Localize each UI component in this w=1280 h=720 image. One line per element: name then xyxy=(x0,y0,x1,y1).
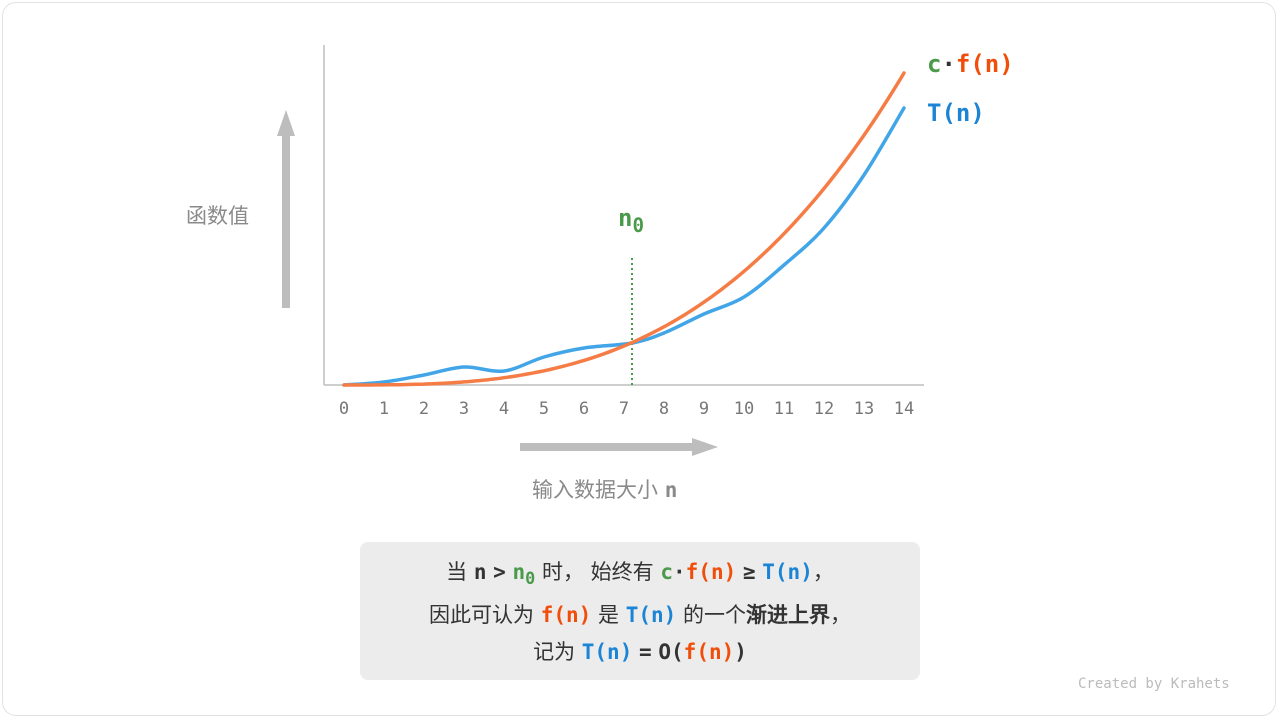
text: 因此可认为 xyxy=(429,603,535,628)
eq: = xyxy=(639,640,652,665)
big-o: O( xyxy=(658,640,684,665)
ge: ≥ xyxy=(742,560,756,584)
c-label: c xyxy=(927,50,942,78)
gt: > xyxy=(493,560,506,584)
x-tick-label: 13 xyxy=(854,399,874,419)
comma: ， xyxy=(829,603,851,628)
bold-text: 渐进上界 xyxy=(745,603,830,628)
x-tick-label: 10 xyxy=(734,399,754,419)
t-n: T(n) xyxy=(762,560,813,584)
n0-n: n xyxy=(512,560,526,584)
x-tick-label: 5 xyxy=(539,399,549,419)
t-n: T(n) xyxy=(581,640,633,665)
n0-label: n0 xyxy=(618,204,644,237)
paren: ) xyxy=(734,640,747,665)
x-tick-label: 14 xyxy=(894,399,914,419)
x-tick-label: 3 xyxy=(459,399,469,419)
x-tick-label: 4 xyxy=(499,399,509,419)
x-tick-label: 9 xyxy=(699,399,709,419)
f-n: f(n) xyxy=(540,603,592,628)
x-arrow xyxy=(520,438,718,456)
x-tick-label: 6 xyxy=(579,399,589,419)
n: n xyxy=(473,560,487,584)
caption-line-3: 记为 T(n) = O(f(n)) xyxy=(360,634,920,671)
c-f-n-legend: c·f(n) xyxy=(927,50,1014,78)
caption-line-2: 因此可认为 f(n) 是 T(n) 的一个渐进上界， xyxy=(360,597,920,634)
text: 的一个 xyxy=(682,603,746,628)
x-tick-label: 0 xyxy=(339,399,349,419)
t-n: T(n) xyxy=(625,603,677,628)
x-tick-label: 2 xyxy=(419,399,429,419)
dot: · xyxy=(941,50,956,78)
text: 时， 始终有 xyxy=(541,560,654,584)
n0: n0 xyxy=(512,560,536,588)
x-tick-label: 1 xyxy=(379,399,389,419)
f-n: f(n) xyxy=(685,560,737,584)
n0-sub: 0 xyxy=(632,213,645,237)
text: 记为 xyxy=(533,640,576,665)
n0-n: n xyxy=(618,204,633,232)
credit: Created by Krahets xyxy=(1078,676,1230,692)
x-axis-label: 输入数据大小 n xyxy=(532,474,677,504)
caption-line-1: 当 n > n0 时， 始终有 c·f(n) ≥ T(n)， xyxy=(360,554,920,597)
dot: · xyxy=(673,560,686,584)
f-n-label: f(n) xyxy=(955,50,1014,78)
text: 当 xyxy=(446,560,468,584)
text: 是 xyxy=(598,603,619,628)
x-axis-var: n xyxy=(664,478,678,502)
x-tick-label: 12 xyxy=(814,399,834,419)
t-n-legend: T(n) xyxy=(927,99,985,127)
c: c xyxy=(660,560,673,584)
c-f-n-curve xyxy=(342,71,906,387)
caption-box: 当 n > n0 时， 始终有 c·f(n) ≥ T(n)， 因此可认为 f(n… xyxy=(360,542,920,680)
f-n: f(n) xyxy=(683,640,735,665)
x-tick-label: 8 xyxy=(659,399,669,419)
x-tick-label: 11 xyxy=(774,399,794,419)
y-arrow xyxy=(277,110,295,308)
comma: ， xyxy=(812,560,834,584)
n0-sub: 0 xyxy=(525,568,536,589)
x-axis-label-text: 输入数据大小 xyxy=(532,478,658,502)
x-tick-label: 7 xyxy=(619,399,629,419)
t-n-curve xyxy=(342,106,906,387)
y-axis-label: 函数值 xyxy=(186,204,249,228)
